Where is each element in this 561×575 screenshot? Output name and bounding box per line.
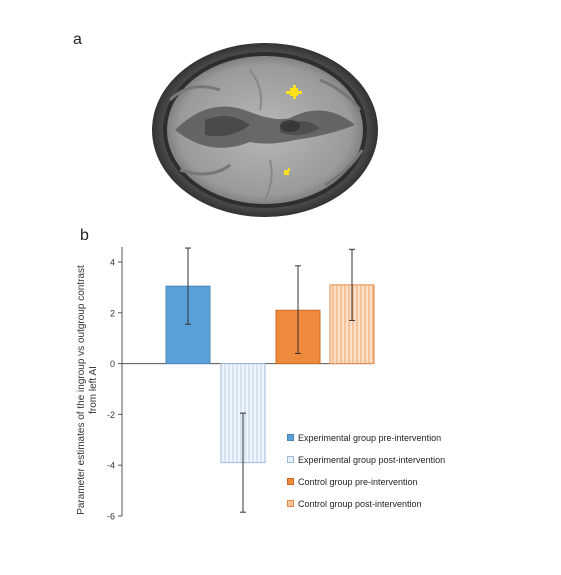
y-tick-label: 4	[110, 258, 115, 268]
legend-item: Experimental group pre-intervention	[287, 432, 445, 443]
y-tick-label: 0	[110, 359, 115, 369]
brain-axial-slice-image	[152, 43, 378, 217]
legend-label: Experimental group pre-intervention	[298, 432, 442, 443]
legend-swatch	[287, 434, 294, 441]
panel-label-b: b	[80, 227, 89, 244]
y-tick-label: -6	[107, 512, 115, 522]
y-tick-label: -4	[107, 461, 115, 471]
legend-swatch	[287, 456, 294, 463]
legend-item: Control group post-intervention	[287, 498, 445, 509]
bars-layer	[165, 247, 375, 513]
y-axis-label: Parameter estimates of the ingroup vs ou…	[76, 265, 99, 515]
legend-swatch	[287, 500, 294, 507]
legend: Experimental group pre-intervention Exper…	[287, 432, 445, 520]
panel-label-a: a	[73, 31, 82, 48]
legend-swatch	[287, 478, 294, 485]
legend-item: Control group pre-intervention	[287, 476, 445, 487]
legend-label: Control group pre-intervention	[298, 476, 418, 487]
legend-label: Experimental group post-intervention	[298, 454, 446, 465]
legend-label: Control group post-intervention	[298, 498, 422, 509]
y-tick-label: -2	[107, 410, 115, 420]
y-tick-label: 2	[110, 308, 115, 318]
legend-item: Experimental group post-intervention	[287, 454, 445, 465]
